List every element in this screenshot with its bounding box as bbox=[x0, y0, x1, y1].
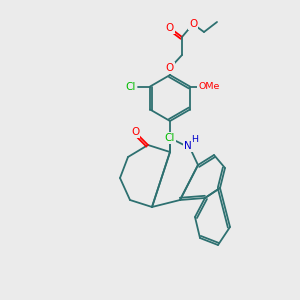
Text: O: O bbox=[131, 127, 139, 137]
Text: O: O bbox=[189, 19, 197, 29]
Text: N: N bbox=[184, 141, 192, 151]
Text: Cl: Cl bbox=[125, 82, 135, 92]
Text: OMe: OMe bbox=[198, 82, 220, 91]
Text: H: H bbox=[191, 136, 199, 145]
Text: Cl: Cl bbox=[165, 133, 175, 143]
Text: O: O bbox=[166, 23, 174, 33]
Text: O: O bbox=[166, 63, 174, 73]
